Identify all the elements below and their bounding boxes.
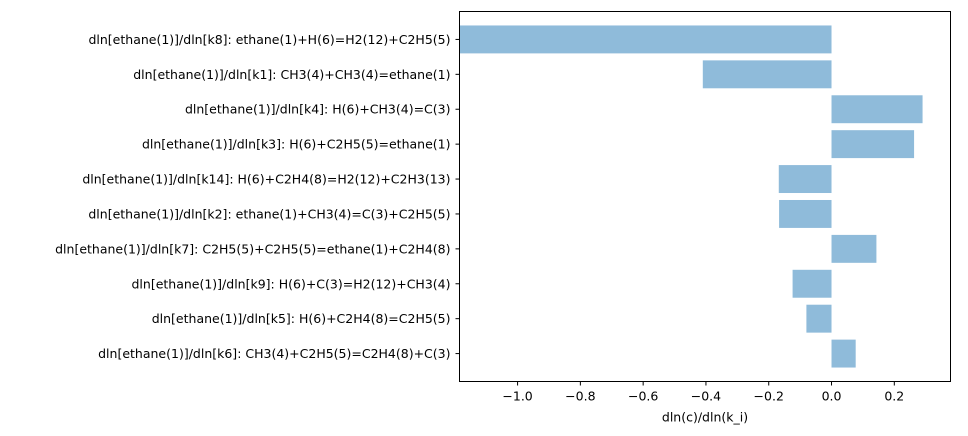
bar — [831, 95, 923, 124]
x-tick-label: −0.8 — [565, 389, 595, 404]
y-tick-label: dln[ethane(1)]/dln[k1]: CH3(4)+CH3(4)=et… — [133, 67, 450, 82]
x-axis-label: dln(c)/dln(k_i) — [662, 410, 748, 425]
x-tick-label: −0.2 — [754, 389, 784, 404]
y-tick-label: dln[ethane(1)]/dln[k7]: C2H5(5)+C2H5(5)=… — [55, 241, 450, 256]
y-tick-label: dln[ethane(1)]/dln[k9]: H(6)+C(3)=H2(12)… — [131, 276, 450, 291]
bar — [806, 304, 832, 333]
y-tick-label: dln[ethane(1)]/dln[k14]: H(6)+C2H4(8)=H2… — [82, 172, 450, 187]
bars-group — [459, 25, 923, 368]
y-tick-label: dln[ethane(1)]/dln[k3]: H(6)+C2H5(5)=eth… — [142, 137, 451, 152]
x-tick-label: −0.6 — [628, 389, 658, 404]
plot-frame — [459, 11, 951, 382]
y-tick-label: dln[ethane(1)]/dln[k4]: H(6)+CH3(4)=C(3) — [185, 102, 451, 117]
x-tick-label: 0.0 — [822, 389, 842, 404]
x-axis-ticks: −1.0 −0.8 −0.6 −0.4 −0.2 0.0 0.2 — [502, 381, 904, 404]
bar — [792, 269, 832, 298]
bar — [702, 60, 832, 89]
y-tick-label: dln[ethane(1)]/dln[k5]: H(6)+C2H4(8)=C2H… — [152, 311, 451, 326]
x-tick-label: −1.0 — [502, 389, 532, 404]
y-axis-ticks: dln[ethane(1)]/dln[k8]: ethane(1)+H(6)=H… — [55, 32, 460, 361]
bar — [831, 130, 915, 159]
y-tick-label: dln[ethane(1)]/dln[k6]: CH3(4)+C2H5(5)=C… — [98, 346, 450, 361]
bar — [778, 165, 832, 194]
bar — [459, 25, 832, 54]
bar — [779, 199, 832, 228]
y-tick-label: dln[ethane(1)]/dln[k8]: ethane(1)+H(6)=H… — [88, 32, 450, 47]
x-tick-label: −0.4 — [691, 389, 721, 404]
y-tick-label: dln[ethane(1)]/dln[k2]: ethane(1)+CH3(4)… — [88, 206, 450, 221]
bar — [831, 234, 877, 263]
x-tick-label: 0.2 — [884, 389, 904, 404]
bar — [831, 339, 856, 368]
